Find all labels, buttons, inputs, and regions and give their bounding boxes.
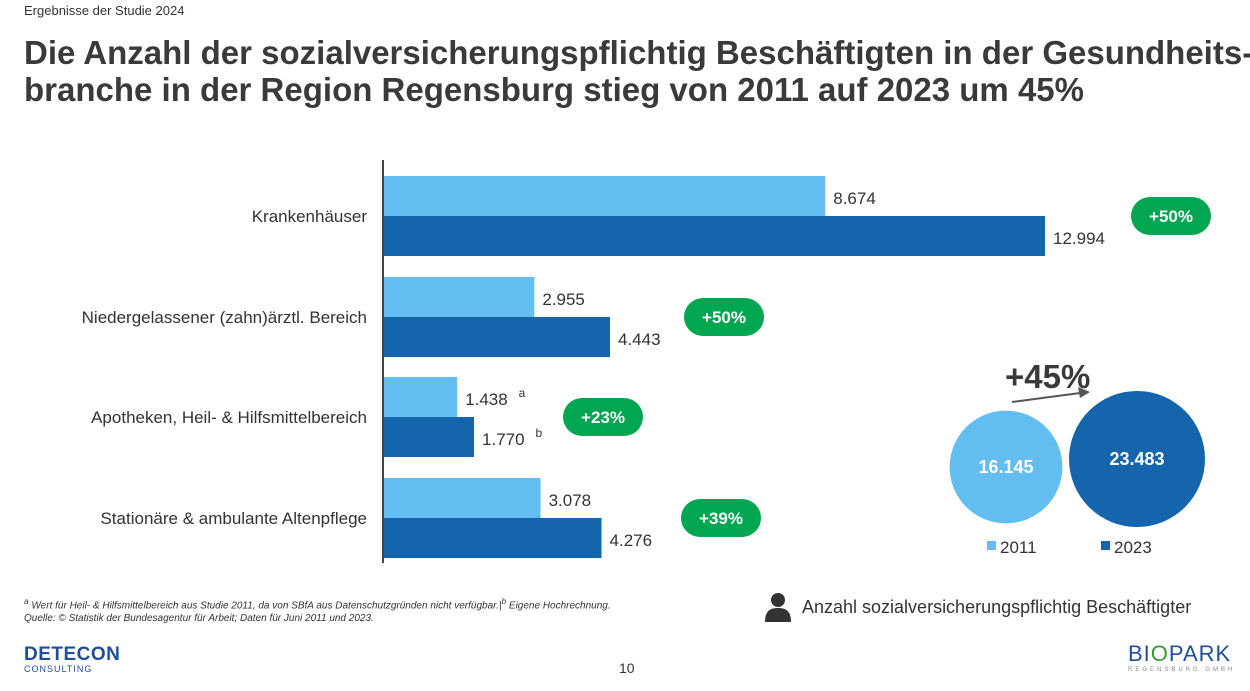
biopark-logo-part-2: O bbox=[1150, 641, 1169, 666]
total-growth-label: +45% bbox=[1005, 358, 1090, 395]
detecon-logo-sub: CONSULTING bbox=[24, 664, 93, 674]
value-label: 1.770 bbox=[482, 430, 525, 449]
page-title: Die Anzahl der sozialversicherungspflich… bbox=[24, 34, 1250, 108]
footnote-mark: a bbox=[519, 386, 526, 400]
growth-arrow-line bbox=[1011, 392, 1081, 403]
growth-badge bbox=[563, 398, 643, 436]
source-line: Quelle: © Statistik der Bundesagentur fü… bbox=[24, 613, 374, 625]
footnote-mark: b bbox=[536, 426, 543, 440]
growth-badge bbox=[684, 298, 764, 336]
legend-label: 2023 bbox=[1114, 538, 1152, 557]
legend-swatch-2011 bbox=[987, 541, 996, 550]
value-label: 3.078 bbox=[549, 491, 592, 510]
person-icon bbox=[765, 593, 791, 622]
growth-badge bbox=[681, 499, 761, 537]
value-label: 4.443 bbox=[618, 330, 661, 349]
footnote-mark-a: a bbox=[24, 596, 29, 606]
footnote-mark-b: b bbox=[501, 596, 507, 606]
growth-badge-label: +39% bbox=[699, 509, 743, 528]
biopark-logo-sub: REGENSBURG GMBH bbox=[1128, 667, 1236, 673]
bar-2023 bbox=[384, 518, 602, 558]
growth-badge bbox=[1131, 197, 1211, 235]
bar-2011 bbox=[384, 277, 535, 317]
study-kicker: Ergebnisse der Studie 2024 bbox=[24, 3, 185, 18]
value-label: 12.994 bbox=[1053, 229, 1105, 248]
bar-2023 bbox=[384, 216, 1045, 256]
growth-badge-label: +23% bbox=[581, 408, 625, 427]
bar-2023 bbox=[384, 417, 475, 457]
bar-2011 bbox=[384, 377, 458, 417]
growth-badge-label: +50% bbox=[702, 308, 746, 327]
value-label: 1.438 bbox=[465, 390, 508, 409]
bar-2011 bbox=[384, 176, 826, 216]
category-label: Stationäre & ambulante Altenpflege bbox=[100, 509, 367, 528]
legend-swatch-2023 bbox=[1101, 541, 1110, 550]
bubble-2011 bbox=[949, 410, 1063, 524]
detecon-logo-name: DETECON bbox=[24, 644, 121, 665]
page-number: 10 bbox=[619, 660, 635, 676]
growth-arrow-head bbox=[1078, 387, 1090, 398]
biopark-logo: BIOPARK REGENSBURG GMBH bbox=[1128, 642, 1238, 674]
bubble-label: 23.483 bbox=[1109, 449, 1164, 469]
growth-badge-label: +50% bbox=[1149, 207, 1193, 226]
legend-label: 2011 bbox=[1000, 538, 1037, 557]
bubble-2023 bbox=[1069, 391, 1205, 527]
footnote-text-b: Eigene Hochrechnung. bbox=[508, 600, 611, 612]
footnote-line-1: a Wert für Heil- & Hilfsmittelbereich au… bbox=[24, 595, 611, 612]
value-label: 2.955 bbox=[542, 290, 585, 309]
bar-2023 bbox=[384, 317, 611, 357]
footnote-text-a: Wert für Heil- & Hilfsmittelbereich aus … bbox=[31, 600, 502, 612]
detecon-logo: DETECON CONSULTING bbox=[24, 645, 120, 674]
unit-note-text: Anzahl sozialversicherungspflichtig Besc… bbox=[802, 596, 1192, 617]
page-title-line-1: Die Anzahl der sozialversicherungspflich… bbox=[24, 34, 1250, 71]
category-label: Krankenhäuser bbox=[252, 207, 368, 226]
category-label: Apotheken, Heil- & Hilfsmittelbereich bbox=[91, 408, 367, 427]
biopark-logo-part-1: BI bbox=[1128, 641, 1151, 666]
unit-note: Anzahl sozialversicherungspflichtig Besc… bbox=[764, 592, 1191, 622]
bar-2011 bbox=[384, 478, 541, 518]
page-title-line-2: branche in der Region Regensburg stieg v… bbox=[24, 71, 1084, 108]
value-label: 4.276 bbox=[610, 531, 653, 550]
bubble-label: 16.145 bbox=[978, 457, 1033, 477]
biopark-logo-part-3: PARK bbox=[1168, 641, 1232, 666]
value-label: 8.674 bbox=[833, 189, 876, 208]
footnote: a Wert für Heil- & Hilfsmittelbereich au… bbox=[24, 595, 611, 625]
category-label: Niedergelassener (zahn)ärztl. Bereich bbox=[82, 308, 367, 327]
